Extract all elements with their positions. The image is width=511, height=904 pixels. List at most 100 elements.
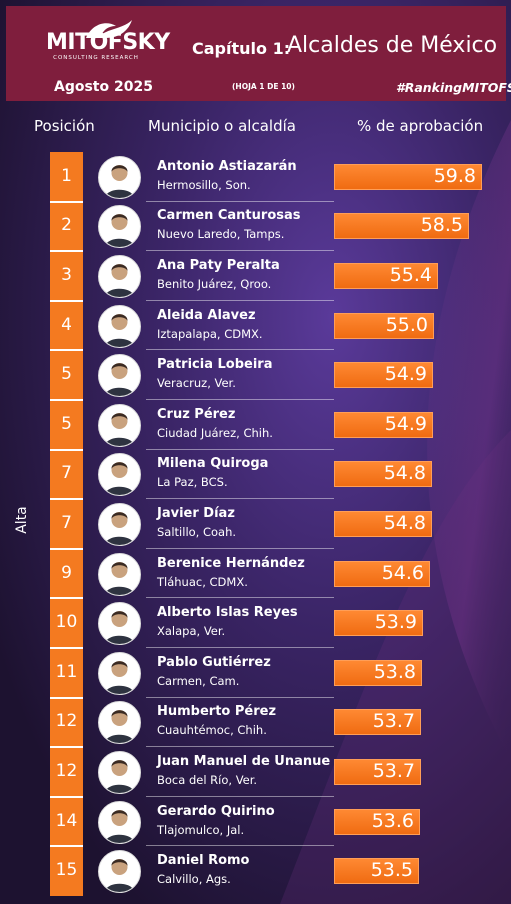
- row-divider: [146, 299, 334, 301]
- approval-value: 53.7: [372, 710, 415, 733]
- municipality-label: Boca del Río, Ver.: [157, 773, 258, 787]
- rank-separator: [50, 399, 83, 401]
- person-icon: [105, 264, 134, 297]
- rank-separator: [50, 547, 83, 550]
- approval-value: 53.5: [370, 859, 413, 882]
- person-icon: [105, 660, 134, 694]
- approval-bar: [334, 163, 482, 190]
- avatar: [98, 850, 141, 894]
- report-date: Agosto 2025: [54, 79, 153, 95]
- rank-separator: [50, 597, 83, 600]
- approval-bar: [334, 263, 438, 289]
- avatar: [98, 403, 141, 447]
- municipality-label: Saltillo, Coah.: [157, 525, 237, 539]
- approval-bar: [334, 759, 421, 785]
- approval-value: 55.0: [385, 313, 428, 336]
- rank-separator: [50, 696, 83, 699]
- rank-number: 7: [61, 463, 72, 484]
- municipality-label: Tlajomulco, Jal.: [157, 822, 245, 837]
- rank-number: 7: [61, 513, 72, 533]
- approval-bar: [334, 858, 419, 885]
- avatar: [98, 751, 141, 794]
- mayor-name: Humberto Pérez: [157, 704, 277, 720]
- municipality-label: Hermosillo, Son.: [157, 177, 251, 192]
- hashtag: #RankingMITOFSKY: [396, 80, 511, 95]
- avatar: [98, 453, 141, 497]
- avatar: [98, 354, 141, 398]
- municipality-label: Carmen, Cam.: [157, 673, 240, 688]
- avatar: [98, 155, 141, 199]
- avatar: [98, 602, 141, 646]
- approval-value: 54.9: [384, 363, 427, 386]
- rank-number: 1: [61, 165, 72, 186]
- person-icon: [105, 412, 134, 446]
- approval-bar: [334, 511, 432, 537]
- mayor-name: Milena Quiroga: [157, 456, 269, 472]
- row-divider: [146, 250, 334, 252]
- municipality-label: La Paz, BCS.: [157, 475, 228, 490]
- rank-number: 10: [55, 612, 78, 633]
- approval-bar: [334, 312, 434, 339]
- approval-bar: [334, 461, 432, 488]
- rank-separator: [50, 250, 83, 253]
- rank-number: 14: [55, 810, 78, 831]
- approval-bar: [334, 560, 430, 587]
- person-icon: [105, 164, 134, 198]
- avatar: [98, 503, 141, 546]
- avatar: [98, 255, 141, 298]
- municipality-label: Tláhuac, CDMX.: [157, 574, 248, 589]
- column-header-approval: % de aprobación: [357, 117, 484, 135]
- rank-number: 15: [55, 860, 78, 881]
- approval-bar: [334, 808, 420, 835]
- row-divider: [146, 349, 334, 351]
- approval-bar: [334, 213, 469, 240]
- mayor-name: Berenice Hernández: [157, 555, 305, 571]
- person-icon: [105, 710, 134, 744]
- avatar: [98, 552, 141, 596]
- rank-separator: [50, 746, 83, 749]
- logo-subtitle: CONSULTING RESEARCH: [53, 55, 139, 61]
- approval-bar: [334, 610, 423, 637]
- person-icon: [105, 809, 134, 843]
- row-divider: [146, 696, 334, 698]
- rank-separator: [50, 498, 83, 501]
- approval-bar: [334, 411, 433, 438]
- approval-value: 55.4: [389, 264, 432, 286]
- person-icon: [105, 363, 134, 397]
- person-icon: [105, 313, 134, 347]
- approval-value: 53.6: [371, 809, 414, 832]
- municipality-label: Calvillo, Ags.: [157, 872, 231, 887]
- avatar: [98, 205, 141, 249]
- row-divider: [146, 448, 334, 450]
- person-icon: [105, 561, 134, 595]
- row-divider: [146, 399, 334, 400]
- rank-separator: [50, 845, 83, 848]
- rank-number: 11: [55, 661, 78, 682]
- avatar: [98, 701, 141, 745]
- row-divider: [146, 647, 334, 648]
- mayor-name: Gerardo Quirino: [157, 803, 275, 819]
- person-icon: [105, 462, 134, 496]
- municipality-label: Cuauhtémoc, Chih.: [157, 723, 267, 738]
- rank-number: 5: [61, 413, 72, 434]
- rank-number: 4: [61, 314, 72, 335]
- row-divider: [146, 746, 334, 748]
- rank-number: 12: [55, 761, 78, 781]
- person-icon: [105, 760, 134, 793]
- municipality-label: Iztapalapa, CDMX.: [157, 326, 263, 341]
- municipality-label: Benito Juárez, Qroo.: [157, 277, 272, 291]
- approval-value: 58.5: [420, 214, 463, 237]
- approval-bar: [334, 659, 422, 686]
- row-divider: [146, 547, 334, 549]
- rank-separator: [50, 647, 83, 649]
- chapter-label: Capítulo 1:: [192, 39, 291, 58]
- rank-number: 5: [61, 364, 72, 385]
- rank-separator: [50, 795, 83, 798]
- mayor-name: Daniel Romo: [157, 853, 250, 869]
- sheet-indicator: (HOJA 1 DE 10): [232, 82, 295, 91]
- approval-value: 53.7: [372, 760, 415, 782]
- municipality-label: Veracruz, Ver.: [157, 376, 236, 391]
- rank-number: 9: [61, 562, 72, 583]
